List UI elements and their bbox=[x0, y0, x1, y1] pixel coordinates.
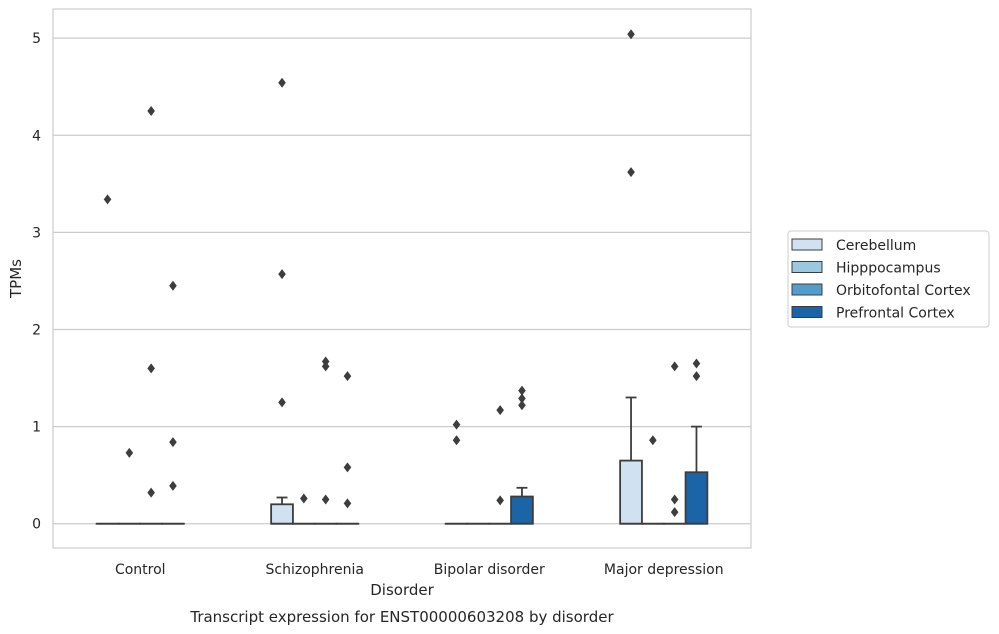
x-axis-title: Disorder bbox=[370, 581, 434, 599]
outlier-point bbox=[169, 437, 177, 448]
outlier-point bbox=[103, 194, 112, 205]
y-tick-labels: 0 1 2 3 4 5 bbox=[32, 31, 41, 533]
y-tick-label: 5 bbox=[32, 31, 41, 47]
legend-label: Orbitofontal Cortex bbox=[836, 283, 971, 299]
box-1-0 bbox=[270, 496, 294, 525]
outlier-point bbox=[147, 363, 155, 374]
boxes bbox=[95, 396, 709, 525]
outlier-point bbox=[452, 435, 461, 446]
outliers bbox=[103, 29, 701, 518]
legend-frame bbox=[787, 230, 990, 328]
outlier-point bbox=[343, 371, 352, 382]
outlier-point bbox=[169, 480, 177, 491]
box-body bbox=[270, 503, 294, 525]
x-tick-label: Major depression bbox=[604, 562, 724, 578]
outlier-point bbox=[496, 405, 504, 416]
outlier-point bbox=[125, 447, 134, 458]
y-tick-label: 0 bbox=[32, 517, 41, 533]
legend-swatch bbox=[791, 283, 823, 296]
outlier-point bbox=[518, 393, 526, 404]
y-axis-title: TPMs bbox=[7, 259, 25, 299]
outlier-point bbox=[278, 269, 286, 280]
box-2-3 bbox=[510, 486, 534, 525]
x-tick-label: Bipolar disorder bbox=[434, 562, 545, 578]
outlier-point bbox=[649, 435, 657, 446]
legend-label: Prefrontal Cortex bbox=[836, 306, 955, 322]
x-tick-label: Schizophrenia bbox=[266, 562, 364, 578]
outlier-point bbox=[518, 400, 526, 411]
box-body bbox=[510, 495, 534, 525]
x-tick-label: Control bbox=[115, 562, 166, 578]
outlier-point bbox=[452, 419, 461, 430]
y-tick-label: 1 bbox=[32, 420, 41, 436]
chart-caption: Transcript expression for ENST0000060320… bbox=[189, 608, 614, 626]
legend: Cerebellum Hipppocampus Orbitofontal Corte… bbox=[787, 230, 990, 328]
box-3-0 bbox=[619, 396, 643, 525]
plot-frame bbox=[52, 8, 752, 549]
outlier-point bbox=[343, 498, 352, 509]
outlier-point bbox=[627, 167, 635, 178]
outlier-point bbox=[692, 371, 701, 382]
y-tick-label: 3 bbox=[32, 225, 41, 241]
gridlines bbox=[53, 37, 751, 525]
y-tick-label: 2 bbox=[32, 322, 41, 338]
box-3-3 bbox=[684, 425, 709, 525]
box-body bbox=[619, 459, 643, 525]
outlier-point bbox=[147, 105, 155, 116]
outlier-point bbox=[300, 493, 308, 504]
x-tick-labels: Control Schizophrenia Bipolar disorder Majo… bbox=[115, 562, 724, 578]
box-body bbox=[684, 471, 709, 525]
outlier-point bbox=[670, 361, 679, 372]
outlier-point bbox=[670, 494, 679, 505]
outlier-point bbox=[321, 361, 330, 372]
outlier-point bbox=[321, 494, 330, 505]
outlier-point bbox=[169, 280, 177, 291]
outlier-point bbox=[692, 358, 701, 369]
legend-swatch bbox=[791, 261, 823, 273]
outlier-point bbox=[343, 462, 352, 473]
legend-label: Hipppocampus bbox=[836, 261, 941, 277]
outlier-point bbox=[278, 397, 286, 408]
outlier-point bbox=[627, 29, 635, 40]
outlier-point bbox=[670, 507, 679, 518]
legend-swatch bbox=[791, 238, 823, 251]
outlier-point bbox=[147, 487, 155, 498]
legend-swatch bbox=[791, 306, 823, 318]
outlier-point bbox=[518, 385, 526, 396]
legend-label: Cerebellum bbox=[836, 238, 916, 254]
outlier-point bbox=[278, 77, 286, 88]
y-tick-label: 4 bbox=[32, 128, 41, 144]
outlier-point bbox=[496, 495, 504, 506]
